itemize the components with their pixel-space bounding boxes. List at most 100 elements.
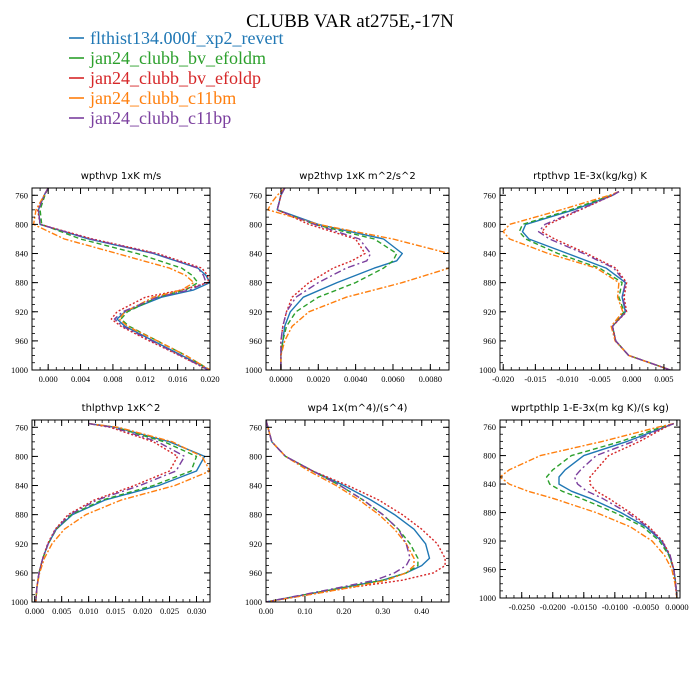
x-tick-label: -0.0200	[540, 602, 566, 612]
y-tick-label: 880	[249, 510, 262, 520]
plot-frame	[265, 419, 450, 603]
series-line-5	[276, 188, 372, 370]
panel-wp2thvp: wp2thvp 1xK m^2/s^2 0.0000 0.0020 0.0040 0.0…	[245, 171, 450, 384]
x-tick-label: 0.000	[622, 374, 641, 384]
y-tick-label: 840	[483, 479, 496, 489]
series-line-4	[32, 188, 210, 370]
y-tick-label: 960	[15, 568, 28, 578]
x-tick-label: 0.008	[103, 374, 122, 384]
x-tick-label: -0.010	[557, 374, 579, 384]
series-line-3	[35, 422, 179, 602]
legend-entry: jan24_clubb_bv_efoldp	[89, 68, 261, 88]
legend-entry: jan24_clubb_c11bp	[89, 108, 231, 128]
panel-title: wpthvp 1xK m/s	[81, 171, 162, 182]
x-tick-label: 0.005	[52, 606, 71, 616]
y-tick-label: 840	[15, 249, 28, 259]
y-tick-label: 840	[249, 481, 262, 491]
series-group	[502, 190, 671, 370]
y-tick-label: 800	[15, 219, 28, 229]
y-tick-label: 800	[249, 451, 262, 461]
y-tick-label: 1000	[245, 365, 262, 375]
series-line-5	[37, 188, 209, 370]
legend-entry: flthist134.000f_xp2_revert	[90, 28, 283, 48]
y-tick-label: 920	[483, 307, 496, 317]
y-tick-label: 880	[249, 278, 262, 288]
y-tick-label: 760	[15, 190, 28, 200]
y-tick-label: 840	[249, 249, 262, 259]
x-tick-label: 0.020	[133, 606, 152, 616]
plot-frame	[31, 419, 211, 603]
x-tick-label: 0.012	[136, 374, 155, 384]
series-line-2	[35, 422, 198, 602]
x-tick-label: 0.025	[160, 606, 179, 616]
x-tick-label: 0.000	[25, 606, 44, 616]
x-tick-label: 0.40	[414, 606, 429, 616]
x-tick-label: 0.30	[375, 606, 390, 616]
y-tick-label: 960	[483, 565, 496, 575]
y-tick-label: 920	[15, 539, 28, 549]
y-tick-label: 920	[483, 536, 496, 546]
series-group	[32, 188, 210, 370]
y-tick-label: 920	[249, 539, 262, 549]
x-tick-label: -0.020	[492, 374, 514, 384]
y-tick-label: 840	[483, 249, 496, 259]
x-tick-label: 0.0020	[307, 374, 330, 384]
x-tick-label: 0.010	[79, 606, 98, 616]
y-tick-label: 800	[15, 451, 28, 461]
y-tick-label: 800	[483, 451, 496, 461]
panel-wprtpthlp: wprtpthlp 1-E-3x(m kg K)/(s kg) -0.0250 -0…	[479, 403, 689, 612]
series-line-3	[276, 188, 366, 370]
series-line-4	[502, 190, 671, 370]
panel-wp4: wp4 1x(m^4)/(s^4) 0.00 0.10 0.20 0.30 0.40 760…	[245, 403, 450, 616]
y-tick-label: 800	[249, 219, 262, 229]
x-tick-label: 0.015	[106, 606, 125, 616]
y-tick-label: 760	[249, 190, 262, 200]
x-tick-label: -0.0050	[633, 602, 659, 612]
series-line-5	[573, 422, 678, 598]
y-tick-label: 760	[483, 190, 496, 200]
y-tick-label: 880	[15, 278, 28, 288]
x-tick-label: -0.015	[524, 374, 546, 384]
panel-title: thlpthvp 1xK^2	[82, 403, 161, 414]
y-tick-label: 800	[483, 219, 496, 229]
x-tick-label: 0.000	[39, 374, 58, 384]
legend: flthist134.000f_xp2_revert jan24_clubb_bv…	[69, 28, 283, 128]
y-tick-label: 1000	[11, 597, 28, 607]
legend-entry: jan24_clubb_c11bm	[89, 88, 236, 108]
series-line-5	[35, 422, 186, 602]
y-tick-label: 960	[249, 336, 262, 346]
series-line-5	[266, 420, 411, 602]
x-tick-label: 0.10	[297, 606, 312, 616]
y-tick-label: 960	[249, 568, 262, 578]
x-tick-label: -0.0250	[509, 602, 535, 612]
plot-frame	[265, 187, 450, 371]
panel-title: wp2thvp 1xK m^2/s^2	[299, 171, 415, 182]
y-tick-label: 880	[483, 508, 496, 518]
panel-title: rtpthvp 1E-3x(kg/kg) K	[533, 171, 647, 182]
x-tick-label: 0.20	[336, 606, 351, 616]
plot-frame	[499, 187, 681, 371]
panel-wpthvp: wpthvp 1xK m/s 0.000 0.004 0.008 0.012 0.016 0…	[11, 171, 220, 384]
x-tick-label: 0.0060	[381, 374, 404, 384]
x-tick-label: 0.020	[200, 374, 219, 384]
series-line-2	[39, 188, 210, 370]
figure-title: CLUBB VAR at275E,-17N	[246, 11, 454, 32]
x-tick-label: 0.005	[654, 374, 673, 384]
x-tick-label: 0.004	[71, 374, 91, 384]
series-group	[267, 188, 449, 370]
plot-frame	[499, 419, 681, 599]
x-tick-label: 0.0080	[419, 374, 442, 384]
x-tick-label: 0.0000	[665, 602, 688, 612]
y-tick-label: 1000	[479, 365, 496, 375]
y-tick-label: 920	[249, 307, 262, 317]
y-tick-label: 960	[483, 336, 496, 346]
y-tick-label: 1000	[245, 597, 262, 607]
panel-thlpthvp: thlpthvp 1xK^2 0.000 0.005 0.010 0.015 0.020 0…	[11, 403, 211, 616]
y-tick-label: 960	[15, 336, 28, 346]
panel-title: wp4 1x(m^4)/(s^4)	[308, 403, 408, 414]
y-tick-label: 840	[15, 481, 28, 491]
y-tick-label: 760	[483, 422, 496, 432]
series-line-4	[500, 422, 678, 598]
